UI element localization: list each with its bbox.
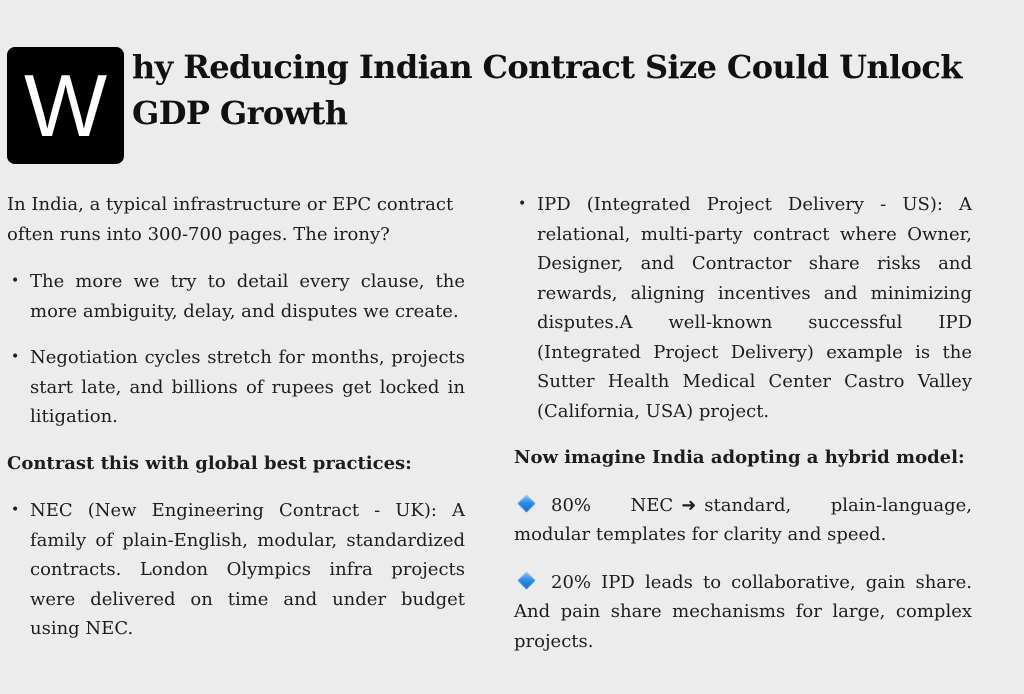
article-title: hy Reducing Indian Contract Size Could U… xyxy=(132,48,962,132)
list-item: • NEC (New Engineering Contract - UK): A… xyxy=(7,496,465,644)
hybrid-heading: Now imagine India adopting a hybrid mode… xyxy=(514,447,965,468)
small-blue-diamond-icon xyxy=(517,570,536,590)
hybrid-item-lead: 20% IPD leads to collaborative, gain sha… xyxy=(514,571,972,652)
hybrid-item-lead: 80% NEC xyxy=(551,494,674,516)
list-item-text: NEC (New Engineering Contract - UK): A f… xyxy=(30,500,465,639)
hybrid-item: 80% NEC ➜ standard, plain-language, modula… xyxy=(514,491,972,550)
hybrid-item: 20% IPD leads to collaborative, gain sha… xyxy=(514,568,972,657)
intro-paragraph: In India, a typical infrastructure or EP… xyxy=(7,194,454,245)
practice-list-right: • IPD (Integrated Project Delivery - US)… xyxy=(514,190,972,426)
list-item: • The more we try to detail every clause… xyxy=(7,267,465,326)
list-item-text: IPD (Integrated Project Delivery - US): … xyxy=(537,194,972,422)
right-column: • IPD (Integrated Project Delivery - US)… xyxy=(514,190,972,674)
right-arrow-icon: ➜ xyxy=(681,494,697,516)
list-item-text: The more we try to detail every clause, … xyxy=(30,271,465,322)
bullet-icon: • xyxy=(11,349,20,365)
small-blue-diamond-icon xyxy=(517,493,536,513)
list-item: • IPD (Integrated Project Delivery - US)… xyxy=(514,190,972,426)
hybrid-item-text: standard, plain-language, modular templa… xyxy=(514,494,972,546)
bullet-icon: • xyxy=(11,273,20,289)
bullet-icon: • xyxy=(518,196,527,212)
bullet-icon: • xyxy=(11,502,20,518)
contrast-heading: Contrast this with global best practices… xyxy=(7,452,412,474)
drop-cap: W xyxy=(7,47,124,164)
problem-list: • The more we try to detail every clause… xyxy=(7,267,465,432)
article-header: W hy Reducing Indian Contract Size Could… xyxy=(7,44,1007,168)
left-column: In India, a typical infrastructure or EP… xyxy=(7,190,465,661)
list-item: • Negotiation cycles stretch for months,… xyxy=(7,343,465,432)
list-item-text: Negotiation cycles stretch for months, p… xyxy=(30,347,465,427)
practice-list-left: • NEC (New Engineering Contract - UK): A… xyxy=(7,496,465,644)
